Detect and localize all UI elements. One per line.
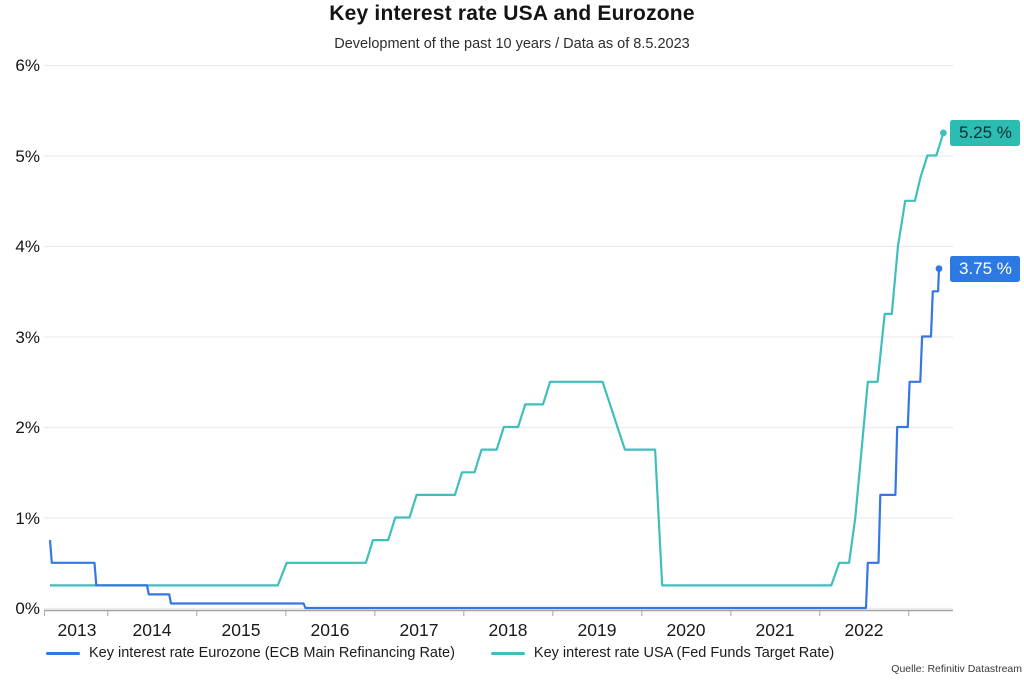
legend-label-eurozone: Key interest rate Eurozone (ECB Main Ref… [89,645,455,661]
y-axis-label: 2% [15,418,40,437]
legend: Key interest rate Eurozone (ECB Main Ref… [46,645,834,661]
x-axis-label: 2017 [399,620,439,640]
y-axis-label: 3% [15,327,40,347]
y-axis-label: 4% [15,237,40,256]
source-note: Quelle: Refinitiv Datastream [891,663,1022,675]
legend-label-usa: Key interest rate USA (Fed Funds Target … [533,645,835,661]
x-axis-label: 2019 [577,620,617,640]
page-subtitle: Development of the past 10 years / Data … [334,36,690,52]
x-axis-label: 2015 [221,620,261,640]
eurozone-end-dot [935,265,943,272]
legend-item-usa: Key interest rate USA (Fed Funds Target … [490,645,835,661]
legend-item-eurozone: Key interest rate Eurozone (ECB Main Ref… [46,645,455,661]
usa-line [50,132,945,587]
x-axis-label: 2021 [755,620,795,640]
y-axis-label: 5% [15,146,40,166]
eurozone-line [48,268,941,610]
x-axis-label: 2013 [57,620,97,640]
x-axis-label: 2016 [310,620,350,640]
usa-end-value-badge: 5.25 % [950,120,1020,146]
usa-line-swatch-icon [490,651,525,655]
x-axis-label: 2022 [844,620,884,640]
x-axis-label: 2020 [666,620,706,640]
y-axis-label: 0% [15,599,40,618]
x-axis-label: 2014 [132,620,172,640]
page-title: Key interest rate USA and Eurozone [329,2,695,25]
y-axis-label: 6% [15,56,40,75]
x-axis-label: 2018 [488,620,528,640]
usa-end-dot [940,129,947,137]
y-axis-label: 1% [15,508,40,528]
eurozone-end-value-badge: 3.75 % [950,256,1020,282]
eurozone-line-swatch-icon [46,651,80,655]
